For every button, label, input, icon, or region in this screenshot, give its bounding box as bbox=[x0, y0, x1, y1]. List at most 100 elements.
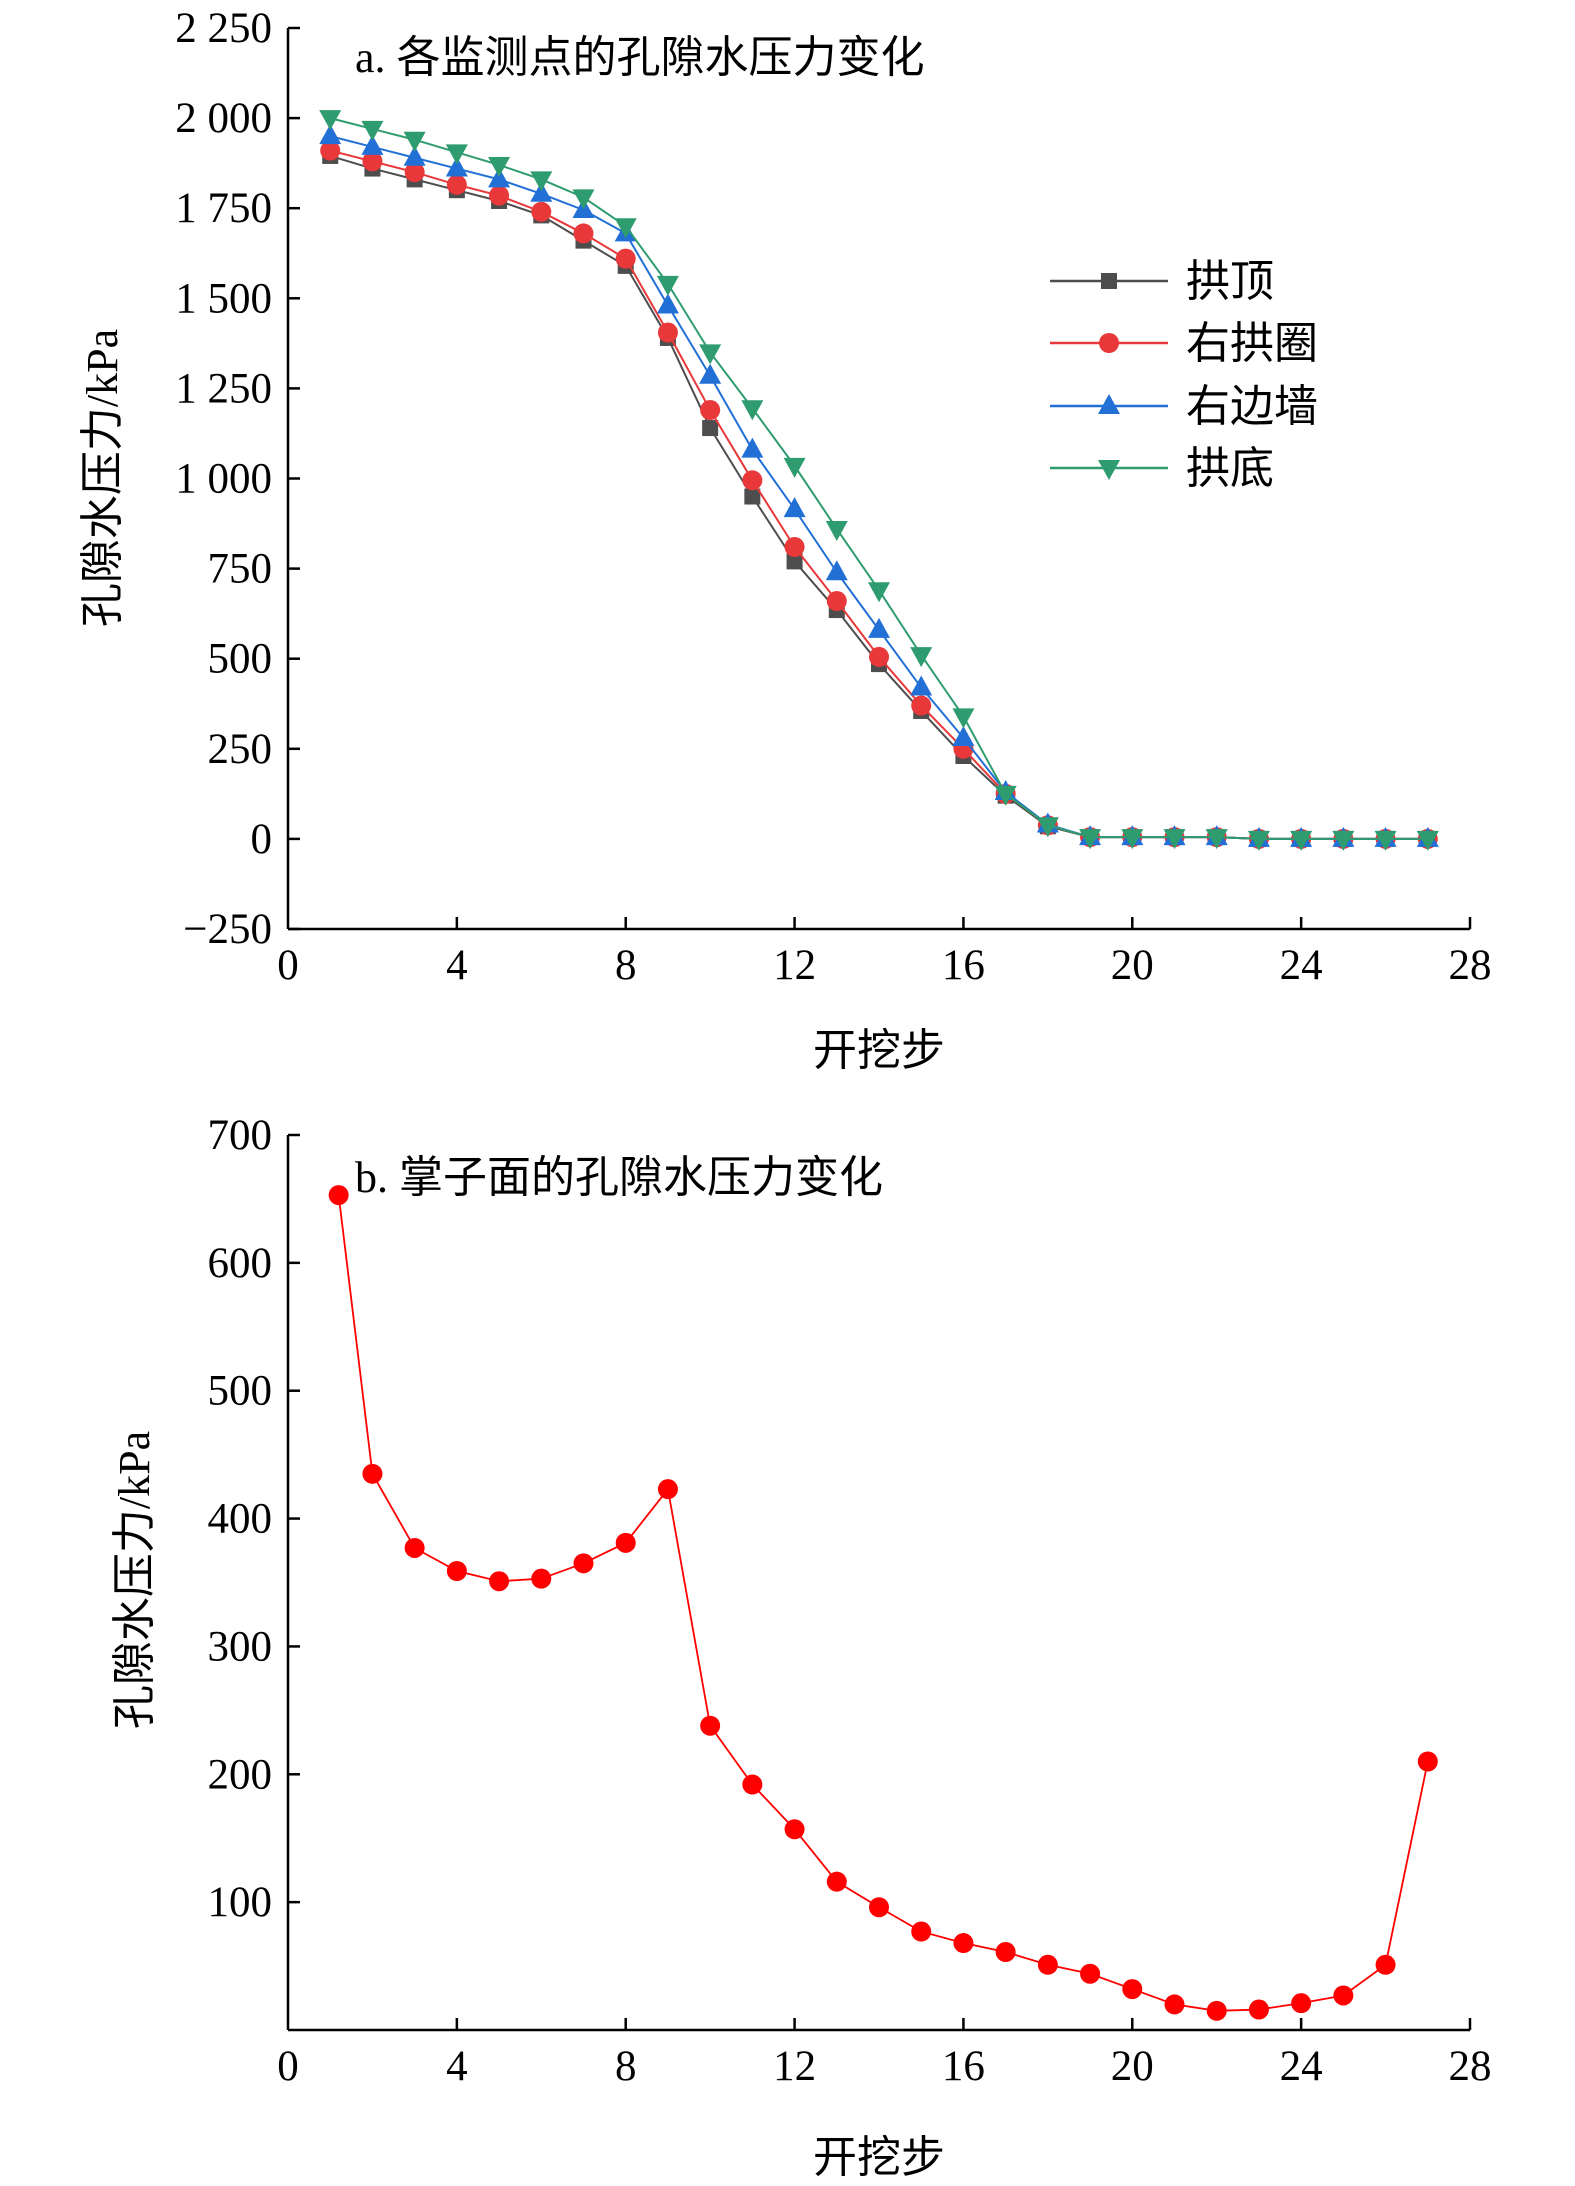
data-point-right-arch-ring bbox=[573, 223, 594, 244]
y-tick-label: 100 bbox=[208, 1879, 273, 1926]
data-point-face bbox=[573, 1553, 594, 1574]
data-point-face bbox=[1375, 1954, 1396, 1975]
y-tick-label: 2 000 bbox=[175, 95, 272, 142]
data-point-face bbox=[995, 1942, 1016, 1963]
data-point-right-arch-ring bbox=[446, 174, 467, 195]
data-point-arch-top bbox=[786, 553, 803, 570]
data-point-face bbox=[404, 1537, 425, 1558]
data-point-right-arch-ring bbox=[869, 646, 889, 667]
data-point-invert bbox=[1416, 830, 1439, 851]
legend-label-right-side-wall: 右边墙 bbox=[1186, 382, 1318, 431]
y-tick-label: 200 bbox=[208, 1751, 273, 1798]
y-tick-label: 1 500 bbox=[175, 275, 272, 322]
data-point-right-arch-ring bbox=[404, 162, 425, 183]
data-point-right-arch-ring bbox=[531, 201, 552, 222]
data-point-right-side-wall bbox=[530, 181, 553, 202]
y-tick-label: 1 250 bbox=[175, 365, 272, 412]
data-point-right-side-wall bbox=[952, 725, 975, 746]
chart-a-y-axis-title: 孔隙水压力/kPa bbox=[78, 329, 127, 627]
chart-b-y-axis-title: 孔隙水压力/kPa bbox=[110, 1431, 159, 1729]
series-line-face bbox=[337, 1194, 1429, 2012]
data-point-right-side-wall bbox=[361, 134, 384, 155]
y-tick-label: 500 bbox=[208, 1368, 273, 1415]
data-point-face bbox=[1417, 1751, 1438, 1772]
series-line-right-arch-ring bbox=[329, 149, 1428, 840]
data-point-invert bbox=[1332, 830, 1355, 851]
data-point-invert bbox=[656, 275, 679, 296]
x-tick-label: 12 bbox=[773, 942, 816, 989]
data-point-face bbox=[489, 1571, 510, 1592]
data-point-right-side-wall bbox=[445, 156, 468, 177]
data-point-face bbox=[953, 1933, 974, 1954]
legend-swatch-marker bbox=[1101, 273, 1117, 289]
data-point-face bbox=[1164, 1994, 1185, 2015]
data-point-right-arch-ring bbox=[911, 695, 932, 716]
chart-b: 100 200 300 400 500 600 700 0 4 8 12 16 20 24 28 b. 掌… bbox=[110, 1112, 1492, 2182]
x-tick-label: 24 bbox=[1280, 2043, 1323, 2090]
x-tick-label: 24 bbox=[1280, 942, 1323, 989]
data-point-face bbox=[1291, 1993, 1312, 2014]
data-point-right-arch-ring bbox=[784, 536, 805, 557]
data-point-invert bbox=[699, 344, 722, 365]
y-tick-label: −250 bbox=[183, 906, 272, 953]
data-point-invert bbox=[445, 144, 468, 165]
data-point-face bbox=[1080, 1963, 1101, 1984]
data-point-right-arch-ring bbox=[362, 151, 383, 172]
data-point-right-arch-ring bbox=[742, 470, 763, 491]
legend-swatch-marker bbox=[1099, 333, 1119, 353]
data-point-invert bbox=[1290, 830, 1313, 851]
data-point-invert bbox=[952, 708, 975, 729]
data-point-invert bbox=[403, 131, 426, 152]
data-point-right-arch-ring bbox=[615, 248, 636, 269]
data-point-invert bbox=[1163, 829, 1186, 850]
data-point-face bbox=[911, 1921, 932, 1942]
x-tick-label: 28 bbox=[1449, 2043, 1492, 2090]
data-point-face bbox=[1248, 1999, 1269, 2020]
data-point-right-side-wall bbox=[910, 675, 933, 696]
x-tick-label: 12 bbox=[773, 2043, 816, 2090]
data-point-face bbox=[362, 1463, 383, 1484]
x-tick-label: 8 bbox=[615, 2043, 637, 2090]
data-point-invert bbox=[488, 156, 511, 177]
x-tick-label: 0 bbox=[277, 2043, 299, 2090]
y-tick-label: 1 750 bbox=[175, 185, 272, 232]
data-point-arch-top bbox=[702, 420, 719, 437]
data-point-right-arch-ring bbox=[700, 400, 721, 421]
data-point-right-side-wall bbox=[825, 560, 848, 581]
legend-label-right-arch-ring: 右拱圈 bbox=[1186, 319, 1318, 368]
data-point-right-side-wall bbox=[488, 167, 511, 188]
data-point-invert bbox=[1374, 830, 1397, 851]
chart-a-title: a. 各监测点的孔隙水压力变化 bbox=[355, 33, 925, 82]
data-point-invert bbox=[783, 457, 806, 478]
data-point-right-arch-ring bbox=[826, 591, 847, 612]
data-point-right-arch-ring bbox=[320, 140, 341, 161]
y-tick-label: 700 bbox=[208, 1112, 273, 1159]
chart-a-legend: 拱顶 右拱圈 右边墙 拱底 bbox=[1050, 257, 1318, 493]
x-tick-label: 16 bbox=[942, 2043, 985, 2090]
data-point-right-side-wall bbox=[656, 293, 679, 314]
data-point-invert bbox=[1036, 817, 1059, 838]
y-tick-label: 750 bbox=[208, 546, 273, 593]
legend-label-invert: 拱底 bbox=[1186, 444, 1274, 493]
y-tick-label: 300 bbox=[208, 1623, 273, 1670]
data-point-right-side-wall bbox=[403, 145, 426, 166]
chart-b-title: b. 掌子面的孔隙水压力变化 bbox=[355, 1153, 883, 1202]
data-point-face bbox=[328, 1185, 349, 1206]
x-tick-label: 16 bbox=[942, 942, 985, 989]
x-tick-label: 0 bbox=[277, 942, 299, 989]
data-point-right-side-wall bbox=[319, 124, 342, 145]
legend-swatch-marker bbox=[1098, 394, 1120, 414]
legend-label-arch-top: 拱顶 bbox=[1186, 257, 1274, 306]
data-point-right-arch-ring bbox=[657, 322, 678, 343]
data-point-face bbox=[1122, 1979, 1143, 2000]
y-tick-label: 400 bbox=[208, 1496, 273, 1543]
chart-b-x-axis-title: 开挖步 bbox=[813, 2133, 945, 2182]
data-point-invert bbox=[868, 582, 890, 603]
legend-swatch-marker bbox=[1098, 460, 1120, 480]
data-point-face bbox=[446, 1560, 467, 1581]
data-point-face bbox=[869, 1897, 889, 1918]
data-point-invert bbox=[1121, 829, 1144, 850]
y-tick-label: 1 000 bbox=[175, 456, 272, 503]
